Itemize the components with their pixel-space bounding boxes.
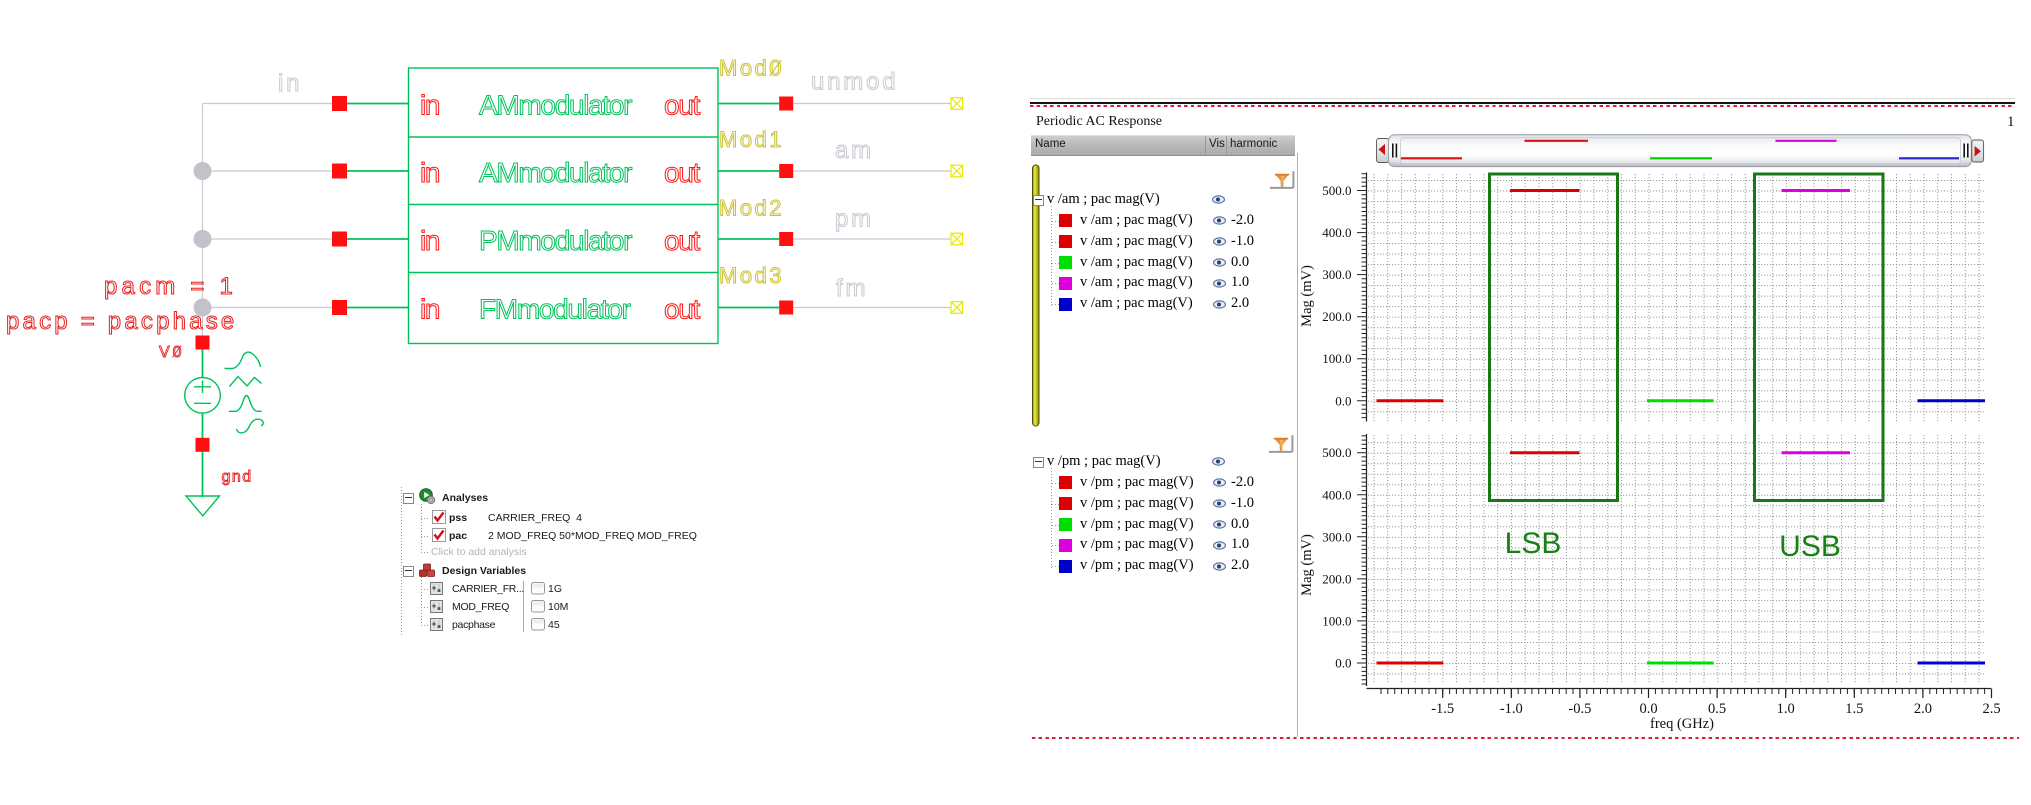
- svg-text:400.0: 400.0: [1322, 487, 1351, 502]
- svg-text:pm: pm: [835, 205, 874, 232]
- svg-text:400.0: 400.0: [1322, 225, 1351, 240]
- svg-text:300.0: 300.0: [1322, 267, 1351, 282]
- svg-text:-0.5: -0.5: [1568, 701, 1591, 717]
- svg-text:in: in: [420, 90, 439, 121]
- svg-text:gnd: gnd: [222, 469, 253, 486]
- svg-text:100.0: 100.0: [1322, 351, 1351, 366]
- svg-text:PMmodulator: PMmodulator: [479, 225, 632, 256]
- svg-text:Mag (mV): Mag (mV): [1299, 534, 1315, 596]
- svg-text:Mag (mV): Mag (mV): [1299, 265, 1315, 327]
- svg-text:in: in: [420, 225, 439, 256]
- svg-text:Mod2: Mod2: [719, 196, 784, 221]
- svg-text:out: out: [664, 157, 701, 188]
- svg-text:Mod0: Mod0: [719, 56, 784, 81]
- svg-text:0.0: 0.0: [1335, 656, 1351, 671]
- svg-text:0.0: 0.0: [1335, 393, 1351, 408]
- svg-text:fm: fm: [836, 275, 868, 302]
- svg-text:pacm = 1: pacm = 1: [104, 273, 237, 300]
- svg-text:LSB: LSB: [1505, 527, 1562, 560]
- svg-text:am: am: [835, 137, 874, 164]
- svg-text:0.5: 0.5: [1708, 701, 1726, 717]
- svg-text:500.0: 500.0: [1322, 183, 1351, 198]
- svg-text:-1.0: -1.0: [1500, 701, 1523, 717]
- svg-text:Mod1: Mod1: [719, 127, 784, 152]
- svg-text:pacp = pacphase: pacp = pacphase: [6, 308, 237, 335]
- svg-text:out: out: [664, 294, 701, 325]
- svg-text:FMmodulator: FMmodulator: [479, 294, 631, 325]
- svg-text:-1.5: -1.5: [1431, 701, 1454, 717]
- svg-text:200.0: 200.0: [1322, 309, 1351, 324]
- svg-text:AMmodulator: AMmodulator: [479, 157, 632, 188]
- svg-text:2.0: 2.0: [1914, 701, 1932, 717]
- svg-text:Mod3: Mod3: [719, 263, 784, 288]
- svg-text:1.0: 1.0: [1777, 701, 1795, 717]
- svg-text:in: in: [420, 157, 439, 188]
- svg-text:freq (GHz): freq (GHz): [1650, 716, 1714, 732]
- svg-text:V0: V0: [159, 344, 185, 361]
- svg-text:2.5: 2.5: [1982, 701, 2000, 717]
- svg-text:USB: USB: [1779, 530, 1841, 563]
- svg-text:100.0: 100.0: [1322, 613, 1351, 628]
- svg-text:200.0: 200.0: [1322, 571, 1351, 586]
- svg-text:0.0: 0.0: [1639, 701, 1657, 717]
- svg-text:out: out: [664, 90, 701, 121]
- svg-text:unmod: unmod: [811, 69, 898, 96]
- svg-text:in: in: [278, 70, 302, 97]
- svg-text:in: in: [420, 294, 439, 325]
- svg-text:out: out: [664, 225, 701, 256]
- svg-text:1.5: 1.5: [1845, 701, 1863, 717]
- svg-text:AMmodulator: AMmodulator: [479, 90, 632, 121]
- svg-text:300.0: 300.0: [1322, 529, 1351, 544]
- svg-text:500.0: 500.0: [1322, 445, 1351, 460]
